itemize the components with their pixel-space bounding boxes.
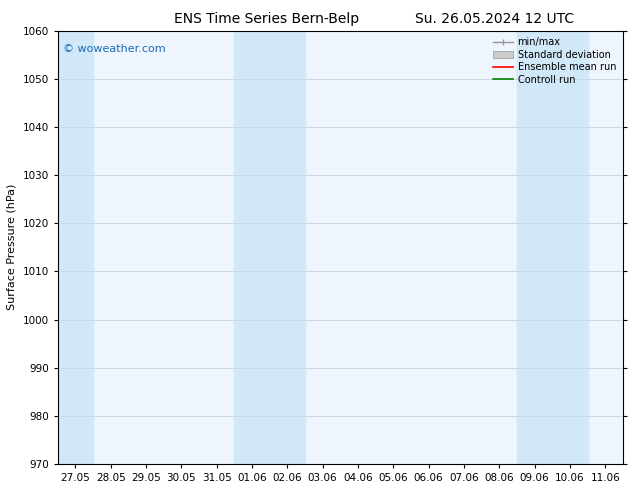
Bar	[235, 30, 305, 464]
Bar	[58, 30, 93, 464]
Text: ENS Time Series Bern-Belp: ENS Time Series Bern-Belp	[174, 12, 359, 26]
Text: © woweather.com: © woweather.com	[63, 44, 166, 53]
Text: Su. 26.05.2024 12 UTC: Su. 26.05.2024 12 UTC	[415, 12, 574, 26]
Bar	[517, 30, 588, 464]
Y-axis label: Surface Pressure (hPa): Surface Pressure (hPa)	[7, 184, 17, 311]
Legend: min/max, Standard deviation, Ensemble mean run, Controll run: min/max, Standard deviation, Ensemble me…	[489, 33, 620, 89]
